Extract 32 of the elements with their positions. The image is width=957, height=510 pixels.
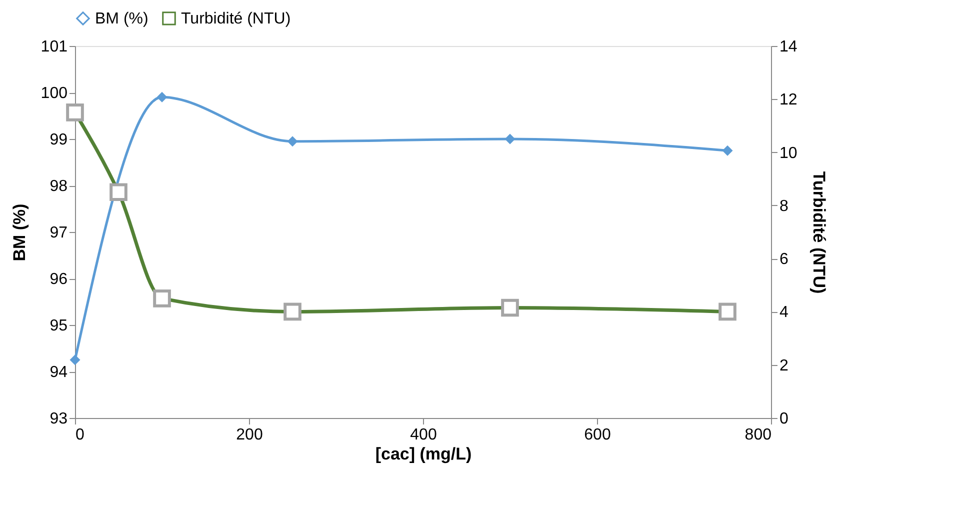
y2-tick-label: 14 bbox=[780, 38, 798, 56]
y-tick-label: 93 bbox=[50, 410, 68, 428]
y-tick-label: 101 bbox=[40, 38, 68, 56]
x-tick-label: 400 bbox=[410, 426, 437, 444]
y2-tick-label: 10 bbox=[780, 144, 798, 162]
point bbox=[504, 134, 516, 144]
y2-tick-label: 6 bbox=[780, 251, 788, 268]
y-tick-label: 97 bbox=[50, 224, 68, 242]
x-tick-label: 800 bbox=[744, 426, 772, 444]
y2-tick-label: 8 bbox=[780, 198, 788, 215]
point bbox=[156, 92, 168, 102]
x-tick-label: 600 bbox=[584, 426, 611, 444]
point bbox=[722, 145, 733, 156]
x-axis-title: [cac] (mg/L) bbox=[375, 444, 472, 464]
y2-tick-label: 2 bbox=[780, 357, 788, 374]
y2-tick-label: 12 bbox=[780, 92, 798, 109]
point bbox=[287, 136, 298, 147]
point bbox=[70, 354, 80, 366]
y-axis-title: BM (%) bbox=[10, 204, 29, 262]
legend-label: BM (%) bbox=[95, 10, 148, 28]
y-tick-label: 100 bbox=[40, 85, 68, 102]
y-tick-label: 95 bbox=[50, 318, 68, 334]
legend-label: Turbidité (NTU) bbox=[181, 10, 291, 28]
x-tick-label: 200 bbox=[236, 426, 263, 444]
y2-axis-title: Turbidité (NTU) bbox=[809, 171, 828, 294]
y2-tick-label: 0 bbox=[780, 410, 788, 428]
y-tick-label: 94 bbox=[50, 364, 68, 381]
y-tick-label: 99 bbox=[50, 132, 68, 148]
y2-tick-label: 4 bbox=[780, 304, 788, 322]
y-tick-label: 98 bbox=[50, 178, 68, 195]
y-tick-label: 96 bbox=[50, 271, 68, 288]
x-tick-label: 0 bbox=[76, 426, 84, 444]
